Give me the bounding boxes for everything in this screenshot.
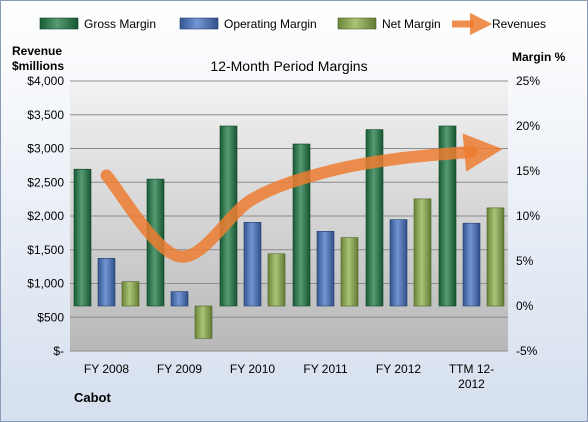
bar-gross-margin bbox=[73, 168, 92, 307]
bar-gross-margin bbox=[365, 129, 384, 307]
left-axis-title: $millions bbox=[12, 59, 64, 73]
company-label: Cabot bbox=[74, 390, 112, 405]
legend-label: Revenues bbox=[492, 17, 546, 31]
right-tick-label: 15% bbox=[516, 164, 540, 178]
bar-operating-margin bbox=[170, 291, 189, 307]
bar-operating-margin bbox=[316, 231, 335, 307]
right-tick-label: 10% bbox=[516, 209, 540, 223]
left-tick-label: $- bbox=[53, 344, 64, 358]
left-tick-label: $4,000 bbox=[27, 74, 64, 88]
left-tick-label: $2,000 bbox=[27, 209, 64, 223]
bar-net-margin bbox=[486, 207, 505, 307]
right-axis-title: Margin % bbox=[512, 50, 566, 64]
category-label: FY 2011 bbox=[303, 362, 348, 376]
bar-gross-margin bbox=[292, 143, 311, 307]
left-axis-title: Revenue bbox=[12, 44, 62, 58]
right-tick-label: 5% bbox=[516, 254, 534, 268]
left-tick-label: $3,000 bbox=[27, 142, 64, 156]
left-tick-label: $500 bbox=[37, 310, 64, 324]
legend-swatch-operating-margin bbox=[179, 17, 219, 30]
bar-net-margin bbox=[413, 198, 432, 307]
right-tick-label: -5% bbox=[516, 344, 538, 358]
chart-title: 12-Month Period Margins bbox=[210, 58, 367, 74]
left-tick-label: $3,500 bbox=[27, 108, 64, 122]
category-label: 2012 bbox=[458, 377, 485, 391]
bar-operating-margin bbox=[389, 219, 408, 307]
legend-swatch-gross-margin bbox=[39, 17, 79, 30]
bar-gross-margin bbox=[438, 125, 457, 307]
bar-net-margin bbox=[194, 305, 213, 339]
category-label: FY 2008 bbox=[84, 362, 129, 376]
right-tick-label: 20% bbox=[516, 119, 540, 133]
left-tick-label: $1,000 bbox=[27, 277, 64, 291]
category-label: FY 2012 bbox=[376, 362, 421, 376]
bar-net-margin bbox=[340, 237, 359, 307]
right-tick-label: 0% bbox=[516, 299, 534, 313]
revenues-line bbox=[100, 133, 503, 263]
bar-operating-margin bbox=[97, 257, 116, 307]
legend-label: Net Margin bbox=[382, 17, 441, 31]
legend-label: Gross Margin bbox=[84, 17, 156, 31]
bar-operating-margin bbox=[462, 222, 481, 307]
right-tick-label: 25% bbox=[516, 74, 540, 88]
category-label: TTM 12- bbox=[449, 362, 494, 376]
bar-net-margin bbox=[267, 253, 286, 307]
left-tick-label: $1,500 bbox=[27, 243, 64, 257]
left-tick-label: $2,500 bbox=[27, 175, 64, 189]
legend-swatch-net-margin bbox=[337, 17, 377, 30]
category-label: FY 2010 bbox=[230, 362, 275, 376]
legend-label: Operating Margin bbox=[224, 17, 317, 31]
category-label: FY 2009 bbox=[157, 362, 202, 376]
bar-net-margin bbox=[121, 281, 140, 307]
bar-operating-margin bbox=[243, 222, 262, 307]
